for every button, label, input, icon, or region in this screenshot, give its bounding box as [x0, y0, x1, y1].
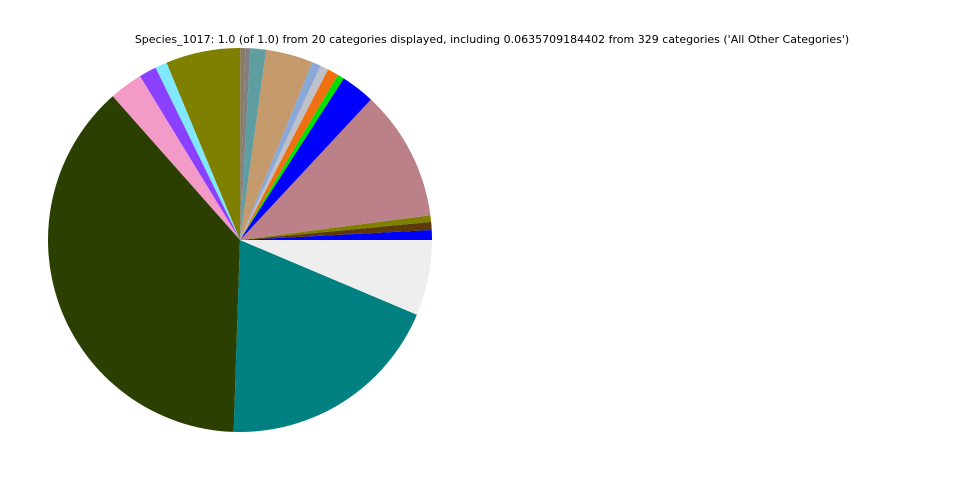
pie-slice	[240, 229, 432, 240]
pie-slice	[240, 78, 371, 240]
pie-slice	[240, 48, 251, 240]
pie-slice	[240, 62, 321, 240]
pie-slice	[233, 240, 417, 432]
pie-slice	[240, 221, 432, 240]
pie-slice	[240, 74, 344, 240]
pie-slice	[155, 62, 240, 240]
pie-slice	[240, 99, 431, 241]
pie-slice	[240, 240, 432, 315]
pie	[48, 47, 432, 432]
chart-title: Species_1017: 1.0 (of 1.0) from 20 categ…	[135, 33, 849, 46]
pie-slice	[240, 48, 246, 241]
pie-slice	[166, 47, 241, 240]
pie-slice	[112, 76, 240, 241]
pie-slice	[240, 49, 313, 241]
pie-slice	[240, 65, 329, 240]
pie-slice	[139, 67, 240, 240]
pie-slice	[48, 96, 240, 432]
pie-slice	[240, 215, 432, 240]
pie-slice	[240, 69, 338, 241]
pie-slice	[240, 48, 267, 240]
